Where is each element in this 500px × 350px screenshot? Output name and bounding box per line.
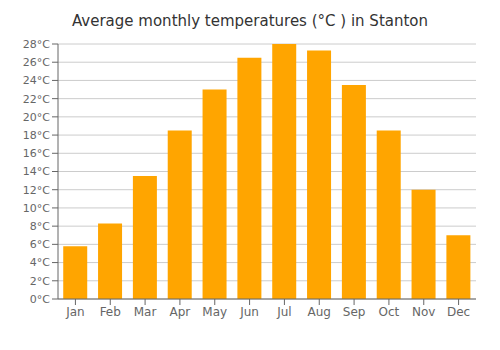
svg-text:16°C: 16°C <box>23 147 50 160</box>
svg-text:8°C: 8°C <box>30 220 50 233</box>
svg-text:28°C: 28°C <box>23 38 50 51</box>
svg-text:22°C: 22°C <box>23 93 50 106</box>
svg-text:Dec: Dec <box>447 305 470 319</box>
svg-text:Oct: Oct <box>379 305 400 319</box>
svg-text:Jan: Jan <box>65 305 85 319</box>
svg-text:Jun: Jun <box>239 305 259 319</box>
svg-text:26°C: 26°C <box>23 56 50 69</box>
svg-text:24°C: 24°C <box>23 74 50 87</box>
svg-text:14°C: 14°C <box>23 165 50 178</box>
html-text:Average monthly temperatures (: Average monthly temperatures (°C ) in St… <box>72 12 428 30</box>
svg-text:Mar: Mar <box>134 305 157 319</box>
svg-text:Aug: Aug <box>308 305 331 319</box>
svg-text:Apr: Apr <box>170 305 191 319</box>
svg-text:10°C: 10°C <box>23 202 50 215</box>
svg-text:Jul: Jul <box>276 305 291 319</box>
svg-text:Feb: Feb <box>100 305 121 319</box>
svg-text:12°C: 12°C <box>23 184 50 197</box>
svg-text:Sep: Sep <box>343 305 366 319</box>
svg-text:4°C: 4°C <box>30 256 50 269</box>
svg-text:0°C: 0°C <box>30 293 50 306</box>
svg-text:6°C: 6°C <box>30 238 50 251</box>
svg-text:2°C: 2°C <box>30 275 50 288</box>
svg-text:May: May <box>202 305 227 319</box>
svg-text:18°C: 18°C <box>23 129 50 142</box>
svg-text:Nov: Nov <box>412 305 435 319</box>
svg-text:20°C: 20°C <box>23 111 50 124</box>
